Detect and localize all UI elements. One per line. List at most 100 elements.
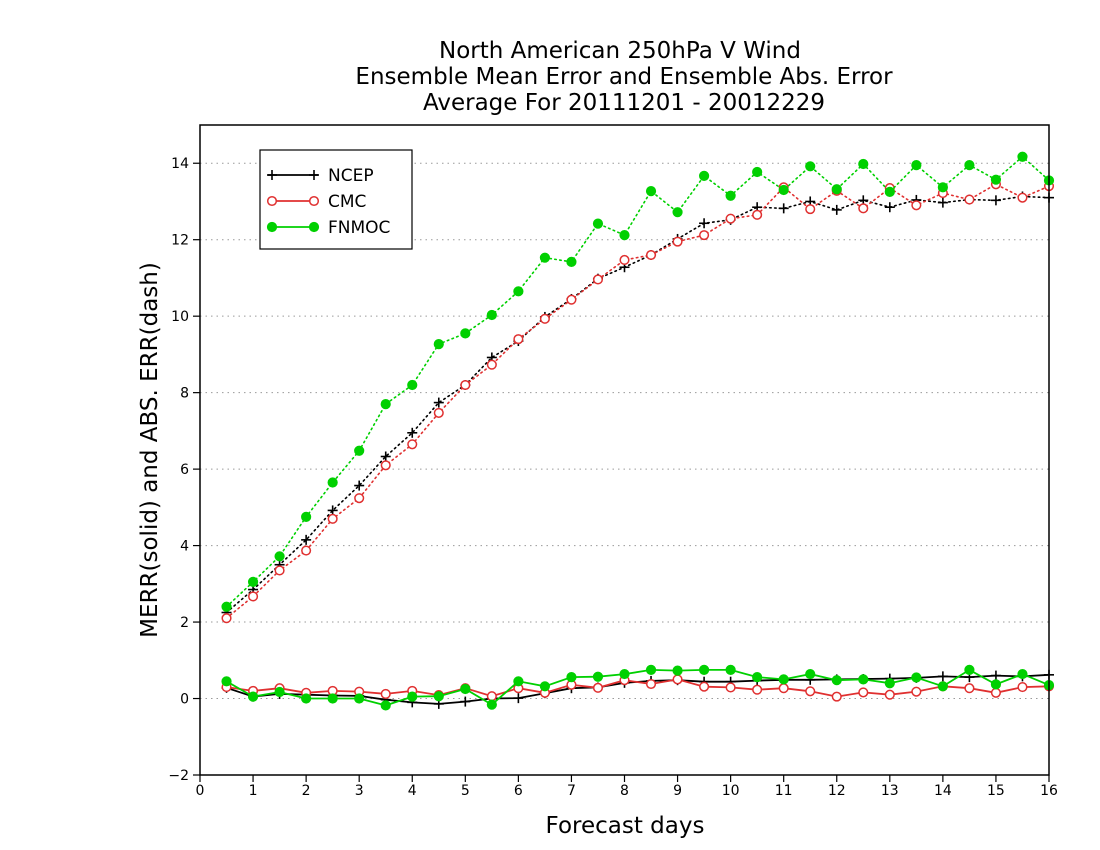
abs-error-point xyxy=(433,407,444,418)
abs-error-point xyxy=(592,218,604,229)
legend-item-fnmoc: FNMOC xyxy=(266,218,390,238)
abs-error-point xyxy=(460,328,471,339)
x-tick-label: 15 xyxy=(987,783,1005,799)
abs-error-point xyxy=(486,359,497,370)
y-tick-label: 4 xyxy=(180,539,189,555)
abs-error-point xyxy=(752,166,763,178)
mean-error-point xyxy=(1017,682,1028,693)
abs-error-point xyxy=(274,565,285,576)
mean-error-point xyxy=(566,672,577,683)
abs-error-point xyxy=(778,184,789,196)
abs-error-point xyxy=(433,397,444,408)
abs-error-line xyxy=(225,183,1050,620)
series-cmc-abs-error xyxy=(221,179,1055,624)
mean-error-point xyxy=(380,688,391,699)
legend: NCEP CMC FNMOC xyxy=(259,149,413,250)
series-fnmoc-abs-error xyxy=(221,151,1055,612)
mean-error-point xyxy=(539,681,551,692)
mean-error-point xyxy=(380,700,391,711)
x-tick-label: 4 xyxy=(408,783,417,799)
mean-error-point xyxy=(964,683,975,694)
mean-error-point xyxy=(592,671,604,682)
abs-error-point xyxy=(460,379,471,391)
mean-error-point xyxy=(699,681,710,692)
abs-error-point xyxy=(725,213,736,224)
y-tick-label: 14 xyxy=(171,156,189,172)
mean-error-point xyxy=(937,681,948,692)
legend-box xyxy=(259,149,413,250)
mean-error-point xyxy=(831,691,842,702)
mean-error-point xyxy=(778,683,789,694)
mean-error-line xyxy=(226,678,1050,698)
y-axis-label: MERR(solid) and ABS. ERR(dash) xyxy=(137,262,163,638)
abs-error-point xyxy=(911,160,922,171)
abs-error-point xyxy=(937,182,948,193)
abs-error-point xyxy=(301,511,312,523)
series-fnmoc-mean-error xyxy=(221,664,1055,711)
mean-error-point xyxy=(486,699,497,710)
x-tick-label: 13 xyxy=(881,783,899,799)
abs-error-point xyxy=(327,513,338,524)
chart-title: North American 250hPa V Wind Ensemble Me… xyxy=(355,38,893,116)
abs-error-point xyxy=(699,218,710,229)
plot-frame xyxy=(199,124,1050,776)
abs-error-point xyxy=(274,551,285,562)
legend-marker xyxy=(266,195,278,207)
series-ncep-abs-error xyxy=(221,191,1054,618)
mean-error-point xyxy=(274,686,285,698)
mean-error-point xyxy=(354,693,365,704)
mean-error-point xyxy=(990,670,1001,681)
abs-error-point xyxy=(964,194,975,205)
abs-error-point xyxy=(592,274,604,285)
x-tick-label: 2 xyxy=(302,783,311,799)
y-tick-label: 10 xyxy=(171,309,189,325)
abs-error-point xyxy=(1017,192,1028,203)
mean-error-line xyxy=(226,668,1050,707)
abs-error-line xyxy=(225,155,1050,608)
mean-error-point xyxy=(645,664,657,675)
mean-error-point xyxy=(884,689,895,700)
abs-error-point xyxy=(221,613,232,624)
abs-error-point xyxy=(672,236,683,247)
abs-error-point xyxy=(619,230,630,241)
mean-error-point xyxy=(698,664,710,675)
abs-error-point xyxy=(248,591,259,602)
legend-label: FNMOC xyxy=(328,218,390,238)
abs-error-point xyxy=(380,451,391,462)
mean-error-point xyxy=(221,676,232,687)
x-tick-label: 7 xyxy=(567,783,576,799)
abs-error-point xyxy=(831,184,842,195)
mean-error-point xyxy=(990,679,1002,690)
x-tick-label: 0 xyxy=(196,783,205,799)
abs-error-point xyxy=(539,313,550,324)
mean-error-point xyxy=(884,678,895,689)
abs-error-point xyxy=(354,445,365,456)
x-tick-label: 10 xyxy=(722,783,740,799)
x-axis-label: Forecast days xyxy=(546,813,705,839)
abs-error-point xyxy=(1017,151,1028,162)
legend-label: NCEP xyxy=(328,166,374,186)
x-tick-label: 6 xyxy=(514,783,523,799)
mean-error-point xyxy=(752,684,763,695)
abs-error-point xyxy=(301,545,312,556)
y-tick-label: 6 xyxy=(180,462,189,478)
mean-error-point xyxy=(778,674,789,685)
mean-error-point xyxy=(672,674,683,685)
legend-label: CMC xyxy=(328,192,366,212)
legend-item-cmc: CMC xyxy=(266,192,366,212)
x-tick-label: 3 xyxy=(355,783,364,799)
abs-error-point xyxy=(964,160,975,171)
mean-error-point xyxy=(513,693,524,704)
abs-error-point xyxy=(566,256,577,267)
abs-error-line xyxy=(225,195,1050,614)
mean-error-point xyxy=(433,691,444,702)
x-tick-label: 5 xyxy=(461,783,470,799)
legend-marker xyxy=(267,170,277,180)
mean-error-point xyxy=(619,668,630,680)
abs-error-point xyxy=(513,334,524,345)
x-tick-label: 1 xyxy=(249,783,258,799)
abs-error-point xyxy=(831,204,842,215)
mean-error-point xyxy=(725,682,736,693)
